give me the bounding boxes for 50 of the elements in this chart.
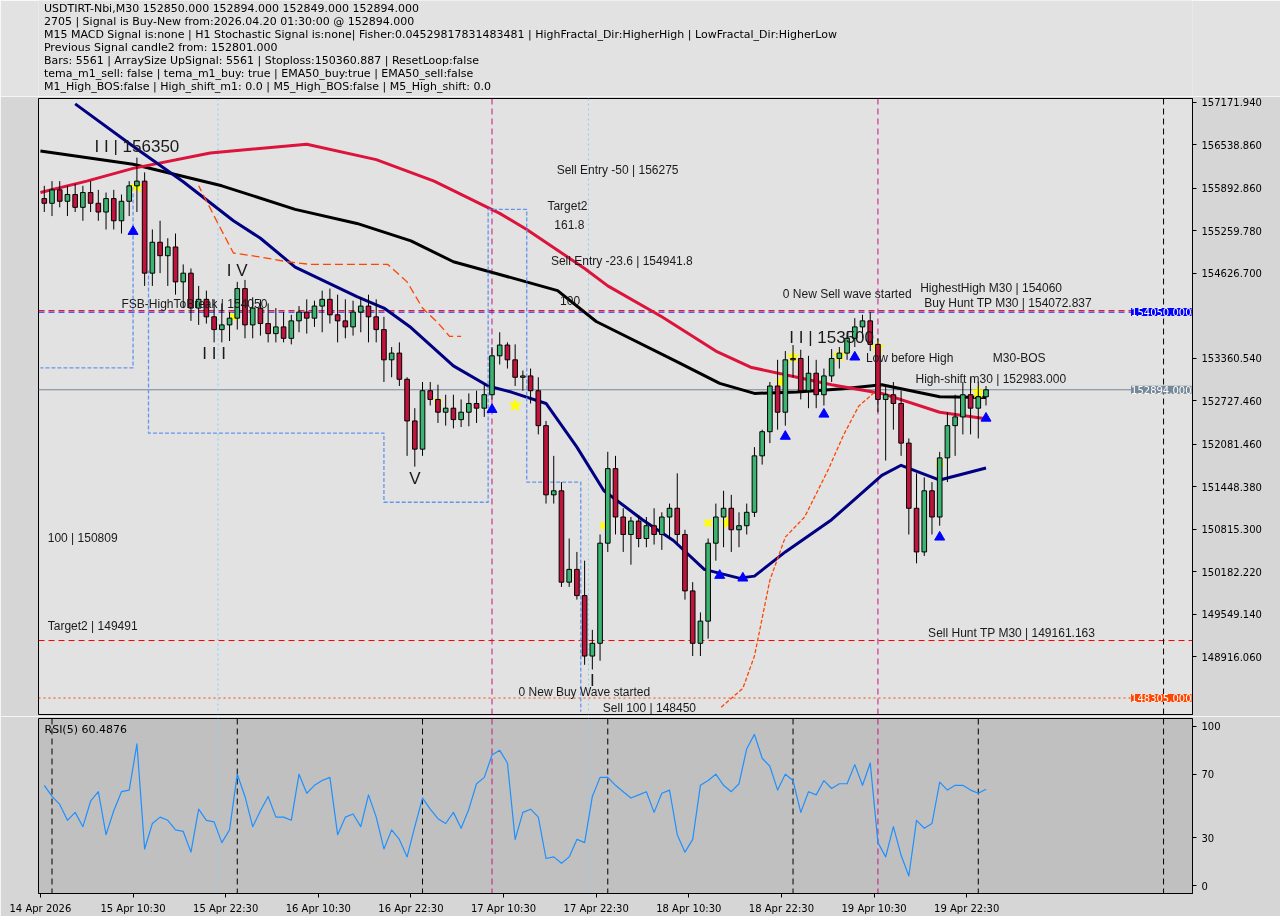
y-tick-label: 153360.540 <box>1201 353 1262 365</box>
y-tick-label: 152081.460 <box>1201 439 1262 451</box>
x-tick-label: 19 Apr 10:30 <box>841 902 907 914</box>
annotation: I I I <box>202 344 226 364</box>
x-tick-label: 16 Apr 10:30 <box>285 902 351 914</box>
annotation: Target2 | 149491 <box>47 618 138 633</box>
x-tick-label: 17 Apr 10:30 <box>470 902 537 914</box>
annotation: Buy Hunt TP M30 | 154072.837 <box>924 295 1093 310</box>
y-tick-label: 30 <box>1201 832 1215 844</box>
ref-line-label: 148305.000 <box>1131 693 1192 705</box>
y-tick-label: 154626.700 <box>1201 268 1262 280</box>
chart-subtitle: 2705 | Signal is Buy-New from:2026.04.20 01:30:00 @ 152894.000 M15 MACD Signal is:none | H1 Stochastic Signal is:none| Fisher:0.04529817831483481 | HighFractal_Dir:HigherHigh | LowFractal_Dir:HigherLow Previous Signal candle2 from: 152801.000 Bars: 5561 | ArraySize UpSignal: 5561 | Stoploss:150360.887 | ResetLoop:false tema_m1_sell: false | tema_m1_buy: true | EMA50_buy:true | EMA50_sell:false M1_High_BOS:false | High_shift_m1: 0.0 | M5_High_BOS:false | M5_High_shift: 0.0 <box>43 15 837 93</box>
y-tick-label: 70 <box>1201 769 1215 781</box>
y-tick-label: 100 <box>1201 721 1221 733</box>
annotation: 0 New Sell wave started <box>782 286 912 301</box>
x-tick-label: 15 Apr 22:30 <box>193 902 259 914</box>
annotation: 161.8 <box>554 218 585 233</box>
ref-line-label: 154050.000 <box>1131 307 1192 319</box>
x-tick-label: 14 Apr 2026 <box>9 902 72 914</box>
annotation: 100 | 150809 <box>47 530 118 545</box>
ref-line-label: 152894.000 <box>1131 384 1192 396</box>
y-tick-label: 155892.860 <box>1201 183 1262 195</box>
annotation: Sell 100 | 148450 <box>602 700 697 715</box>
y-tick-label: 150182.220 <box>1201 566 1262 578</box>
x-tick-label: 15 Apr 10:30 <box>100 902 166 914</box>
y-tick-label: 155259.780 <box>1201 225 1262 237</box>
y-tick-label: 149549.140 <box>1201 609 1262 621</box>
annotation: Target2 <box>547 199 588 214</box>
x-tick-label: 16 Apr 22:30 <box>378 902 444 914</box>
y-tick-label: 151448.380 <box>1201 481 1262 493</box>
annotation: I V <box>226 260 249 280</box>
y-tick-label: 156538.860 <box>1201 139 1262 151</box>
annotation: Sell Entry -50 | 156275 <box>556 162 679 177</box>
annotation: Sell Hunt TP M30 | 149161.163 <box>928 625 1096 640</box>
chart-title: USDTIRT-Nbi,M30 152850.000 152894.000 152849.000 152894.000 <box>43 2 420 15</box>
x-tick-label: 19 Apr 22:30 <box>934 902 1000 914</box>
y-tick-label: 157171.940 <box>1201 97 1262 109</box>
y-tick-label: 150815.300 <box>1201 524 1262 536</box>
annotation: HighestHigh M30 | 154060 <box>920 280 1063 295</box>
y-tick-label: 148916.060 <box>1201 651 1262 663</box>
x-tick-label: 17 Apr 22:30 <box>563 902 629 914</box>
y-tick-label: 152727.460 <box>1201 395 1262 407</box>
annotation: Sell Entry -23.6 | 154941.8 <box>550 253 694 268</box>
annotation: M30-BOS <box>992 350 1046 365</box>
y-tick-label: 0 <box>1201 880 1208 892</box>
x-tick-label: 18 Apr 10:30 <box>656 902 722 914</box>
chart-title: RSI(5) 60.4876 <box>44 722 127 736</box>
annotation: V <box>409 468 422 488</box>
annotation: High-shift m30 | 152983.000 <box>915 371 1067 386</box>
x-tick-label: 18 Apr 22:30 <box>748 902 815 914</box>
